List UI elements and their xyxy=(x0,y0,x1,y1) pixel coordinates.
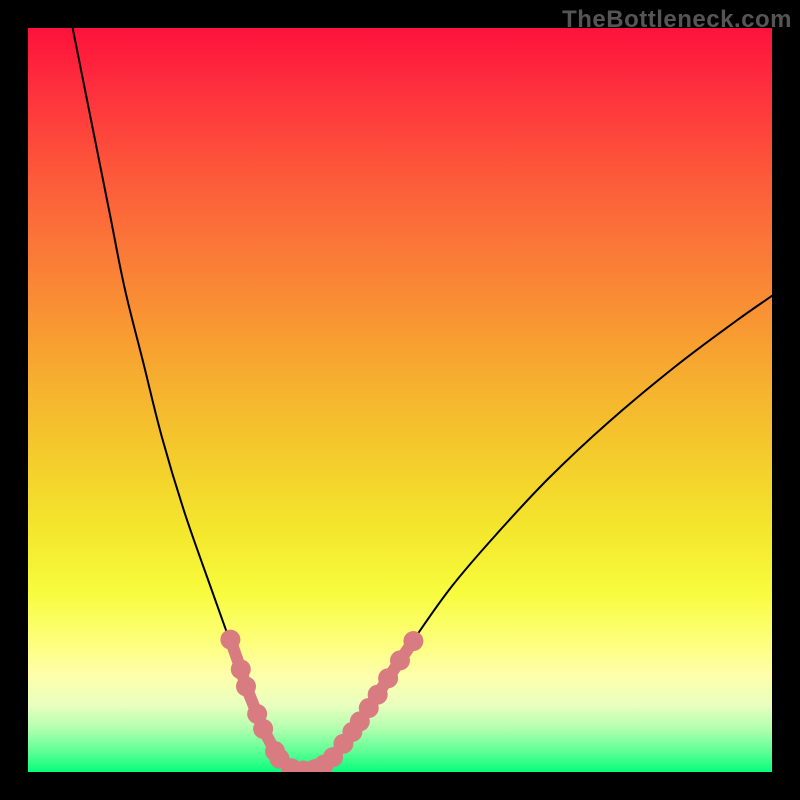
marker-point xyxy=(390,650,410,670)
marker-point xyxy=(231,659,251,679)
marker-point xyxy=(378,668,398,688)
watermark-label: TheBottleneck.com xyxy=(562,6,792,34)
marker-point xyxy=(236,676,256,696)
chart-plot-area xyxy=(28,28,772,772)
chart-svg xyxy=(28,28,772,772)
marker-point xyxy=(403,631,423,651)
marker-point xyxy=(220,630,240,650)
marker-point xyxy=(253,719,273,739)
